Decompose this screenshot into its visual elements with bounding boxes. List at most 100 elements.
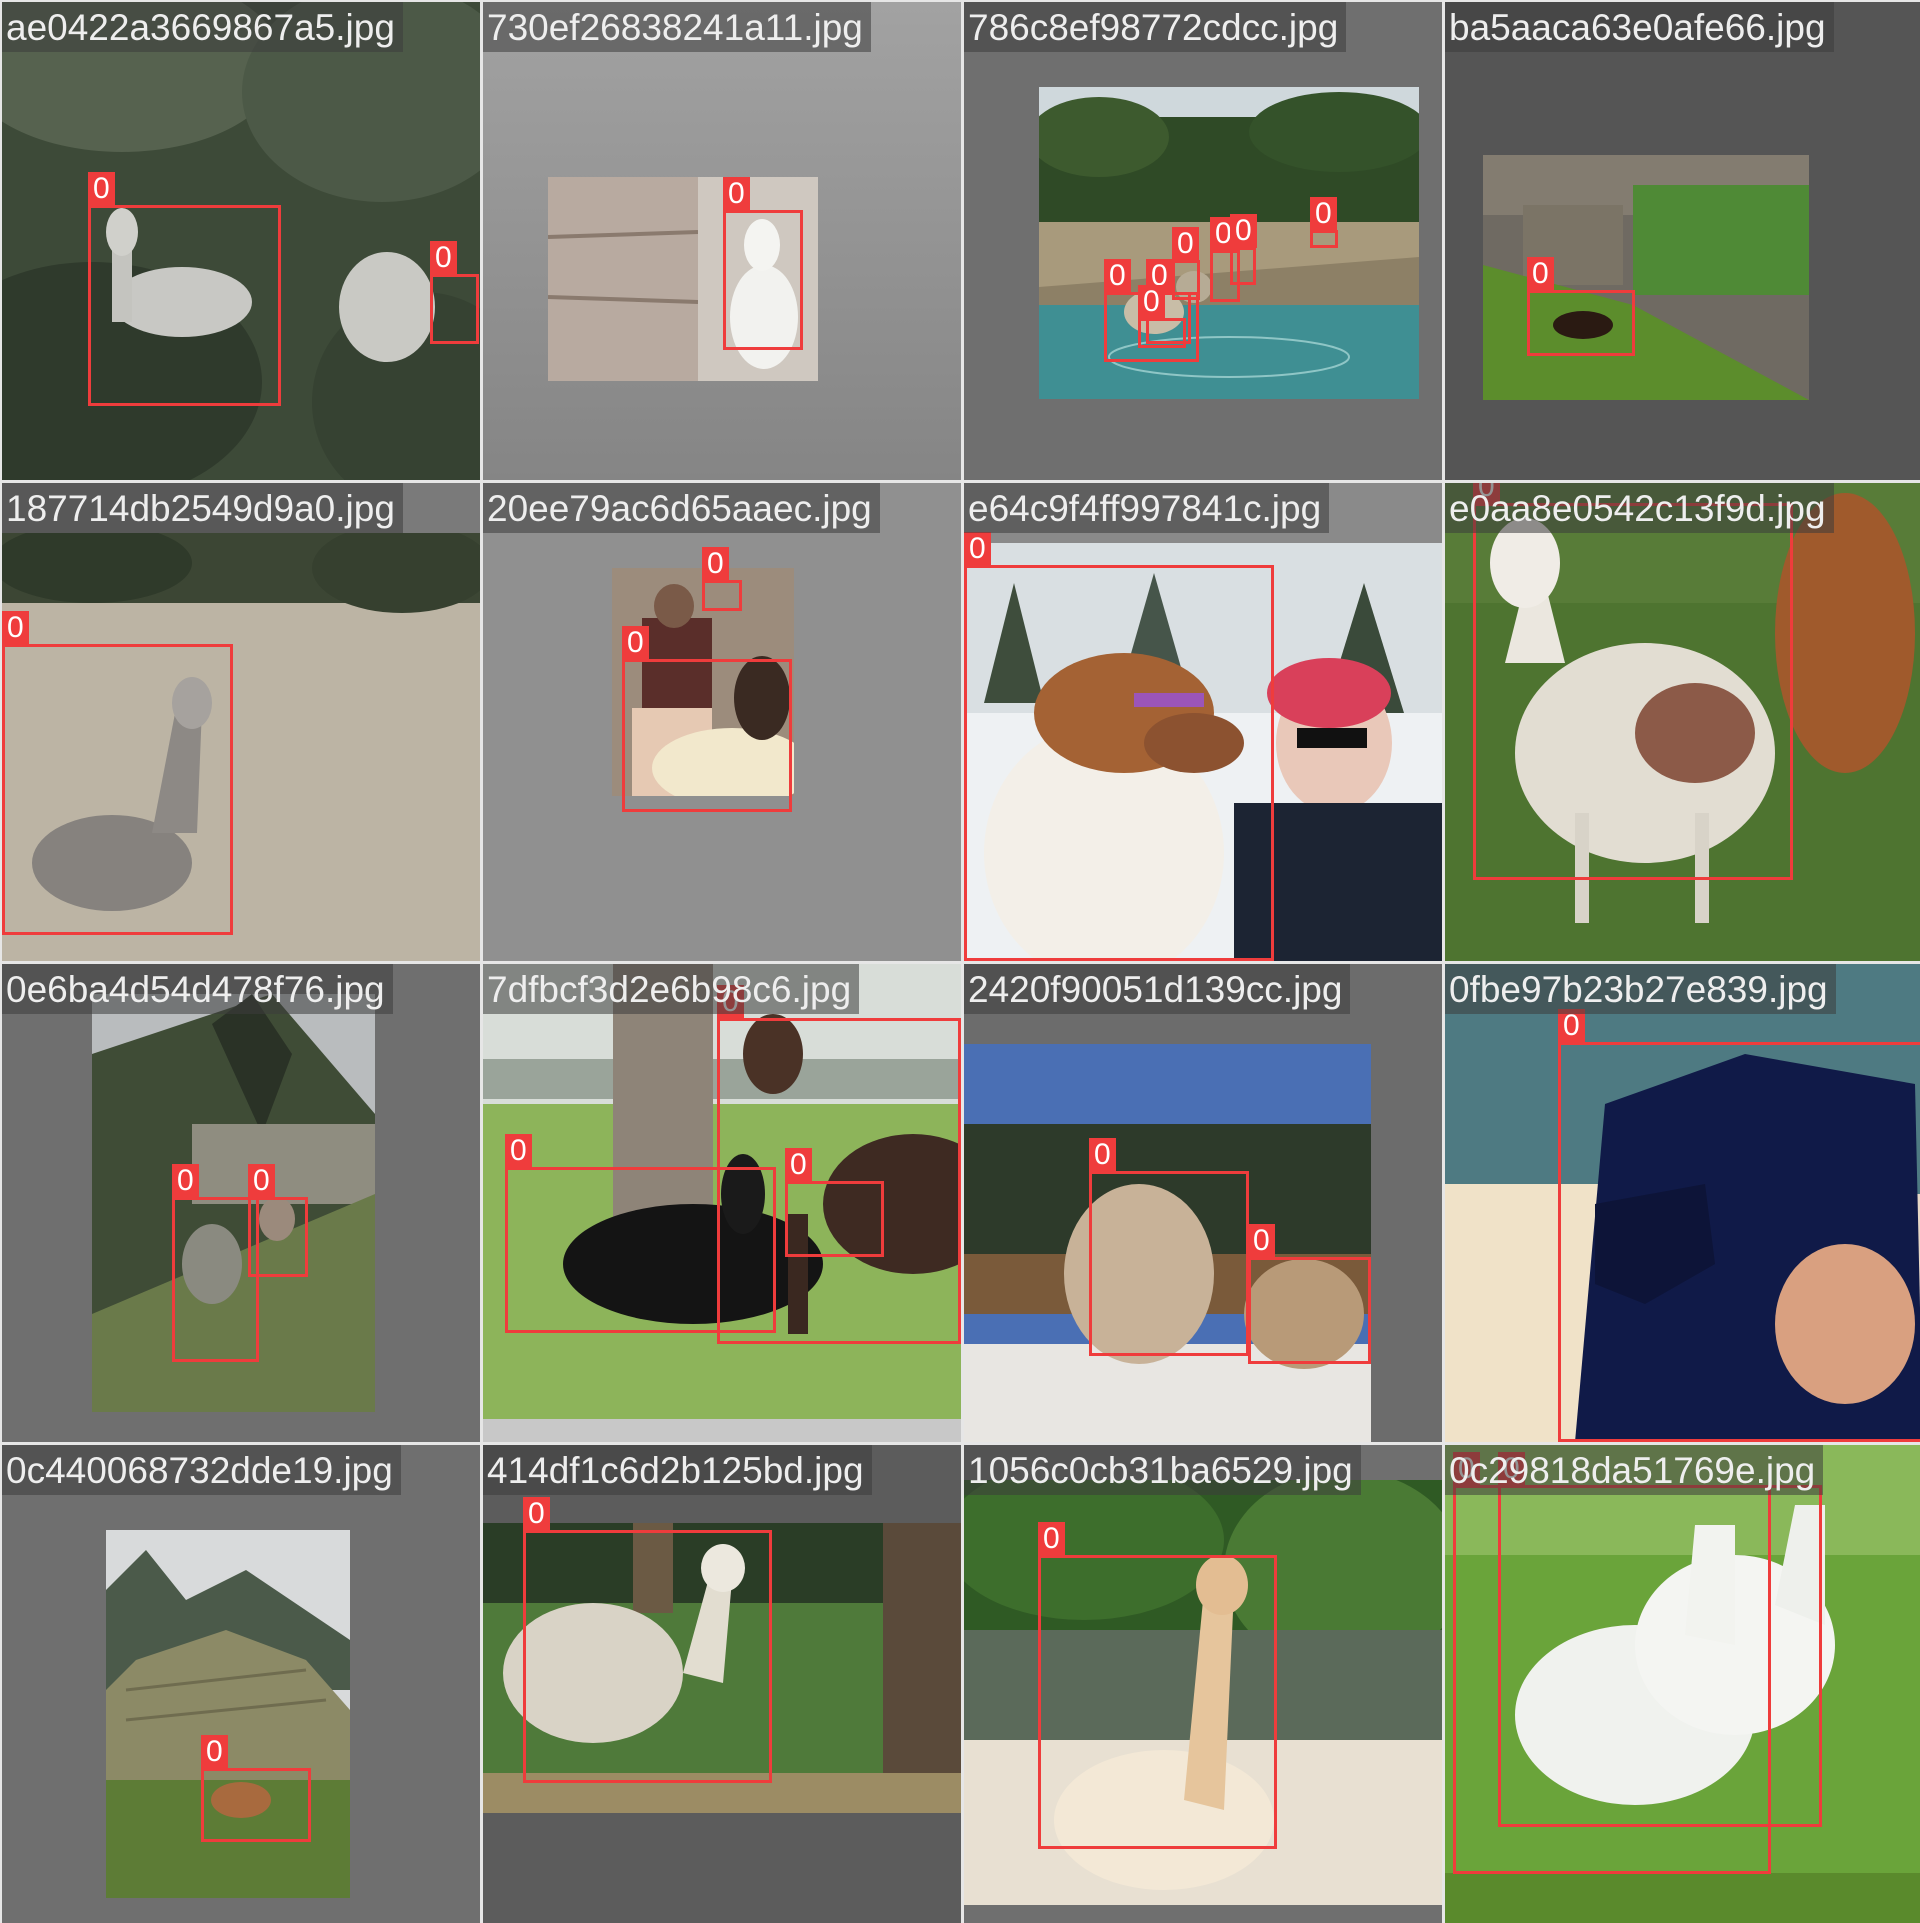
detection-box: 0 [172, 1164, 259, 1362]
photo-scene [92, 994, 375, 1412]
detection-box: 0 [430, 241, 479, 344]
detection-box: 0 [1453, 1452, 1771, 1874]
grid-tile[interactable]: 0 0 ae0422a3669867a5.jpg [2, 2, 480, 480]
tile-photo [964, 1044, 1371, 1442]
grid-tile[interactable]: 0 0c440068732dde19.jpg [2, 1445, 480, 1923]
detection-box: 0 [1138, 285, 1186, 348]
detection-label: 0 [702, 547, 729, 581]
tile-photo [1483, 155, 1809, 400]
detection-label: 0 [622, 626, 649, 660]
detection-label: 0 [723, 177, 750, 211]
detection-box: 0 [1038, 1522, 1277, 1849]
photo-scene [1445, 1445, 1920, 1873]
photo-scene [2, 533, 480, 961]
tile-photo [483, 964, 961, 1419]
tile-photo [2, 533, 480, 961]
detection-label: 0 [1038, 1522, 1065, 1556]
tile-photo [483, 1523, 961, 1813]
tile-filename: 187714db2549d9a0.jpg [2, 483, 403, 533]
photo-scene [483, 1523, 961, 1813]
grid-tile[interactable]: 0 ba5aaca63e0afe66.jpg [1445, 2, 1920, 480]
tile-filename: 1056c0cb31ba6529.jpg [964, 1445, 1361, 1495]
grid-tile[interactable]: 0 e0aa8e0542c13f9d.jpg [1445, 483, 1920, 961]
tile-photo [1445, 1445, 1920, 1873]
grid-tile[interactable]: 0 0 0 7dfbcf3d2e6b98c6.jpg [483, 964, 961, 1442]
detection-label: 0 [248, 1164, 275, 1198]
detection-label: 0 [1104, 259, 1131, 293]
photo-scene [1445, 483, 1920, 961]
photo-scene [483, 964, 961, 1419]
grid-tile[interactable]: 0 0 2420f90051d139cc.jpg [964, 964, 1442, 1442]
detection-box: 0 [1527, 257, 1635, 356]
detection-label: 0 [1138, 285, 1165, 319]
tile-filename: 0c440068732dde19.jpg [2, 1445, 401, 1495]
detection-label: 0 [2, 611, 29, 645]
detection-box: 0 [964, 532, 1274, 961]
tile-filename: 20ee79ac6d65aaec.jpg [483, 483, 880, 533]
detection-label: 0 [1310, 197, 1337, 231]
photo-scene [1483, 155, 1809, 400]
grid-tile[interactable]: 0 414df1c6d2b125bd.jpg [483, 1445, 961, 1923]
tile-photo [964, 1480, 1442, 1905]
detection-box: 0 [785, 1148, 884, 1257]
detection-box: 0 [723, 177, 803, 350]
photo-scene [106, 1530, 350, 1898]
detection-box: 0 [248, 1164, 308, 1277]
detection-box: 0 [1473, 483, 1793, 880]
photo-scene [964, 1480, 1442, 1905]
tile-photo [1445, 483, 1920, 961]
tile-filename: 786c8ef98772cdcc.jpg [964, 2, 1347, 52]
detection-box: 0 [2, 611, 233, 935]
tile-filename: 414df1c6d2b125bd.jpg [483, 1445, 872, 1495]
tile-photo [106, 1530, 350, 1898]
tile-filename: 2420f90051d139cc.jpg [964, 964, 1351, 1014]
tile-filename: e64c9f4ff997841c.jpg [964, 483, 1330, 533]
tile-filename: 7dfbcf3d2e6b98c6.jpg [483, 964, 860, 1014]
detection-box: 0 [1172, 227, 1200, 300]
tile-filename: 0e6ba4d54d478f76.jpg [2, 964, 393, 1014]
detection-box: 0 [1558, 1009, 1920, 1442]
detection-box: 0 [1210, 217, 1240, 302]
photo-scene [964, 543, 1442, 961]
detection-box: 0 [88, 172, 281, 406]
tile-filename: e0aa8e0542c13f9d.jpg [1445, 483, 1834, 533]
detection-label: 0 [1230, 214, 1257, 248]
grid-tile[interactable]: 0 0 0c29818da51769e.jpg [1445, 1445, 1920, 1923]
grid-tile[interactable]: 0 0fbe97b23b27e839.jpg [1445, 964, 1920, 1442]
detection-box: 0 [622, 626, 792, 812]
detection-box: 0 [1089, 1138, 1249, 1356]
detection-label: 0 [505, 1134, 532, 1168]
detection-box: 0 [1310, 197, 1338, 248]
grid-tile[interactable]: 0 730ef26838241a11.jpg [483, 2, 961, 480]
detection-label: 0 [1248, 1224, 1275, 1258]
detection-label: 0 [785, 1148, 812, 1182]
detection-label: 0 [172, 1164, 199, 1198]
tile-filename: 0c29818da51769e.jpg [1445, 1445, 1824, 1495]
grid-tile[interactable]: 0 0 0e6ba4d54d478f76.jpg [2, 964, 480, 1442]
detection-label: 0 [1527, 257, 1554, 291]
detection-box: 0 [1230, 214, 1257, 285]
tile-photo [964, 543, 1442, 961]
detection-box: 0 [201, 1735, 311, 1842]
detection-label: 0 [88, 172, 115, 206]
grid-tile[interactable]: 0 0 0 0 0 0 0 786c8ef98772cdcc.jpg [964, 2, 1442, 480]
detection-box: 0 [523, 1497, 772, 1783]
tile-filename: 730ef26838241a11.jpg [483, 2, 871, 52]
detection-box: 0 [702, 547, 742, 611]
grid-tile[interactable]: 0 187714db2549d9a0.jpg [2, 483, 480, 961]
detection-label: 0 [1089, 1138, 1116, 1172]
detection-label: 0 [201, 1735, 228, 1769]
photo-scene [964, 1044, 1371, 1442]
detection-label: 0 [1558, 1009, 1585, 1043]
detection-box: 0 [505, 1134, 776, 1333]
detection-label: 0 [1172, 227, 1199, 261]
detection-label: 0 [430, 241, 457, 275]
detection-label: 0 [523, 1497, 550, 1531]
grid-tile[interactable]: 0 1056c0cb31ba6529.jpg [964, 1445, 1442, 1923]
tile-photo [92, 994, 375, 1412]
grid-tile[interactable]: 0 e64c9f4ff997841c.jpg [964, 483, 1442, 961]
detection-label: 0 [964, 532, 991, 566]
grid-tile[interactable]: 0 0 20ee79ac6d65aaec.jpg [483, 483, 961, 961]
tile-filename: 0fbe97b23b27e839.jpg [1445, 964, 1836, 1014]
